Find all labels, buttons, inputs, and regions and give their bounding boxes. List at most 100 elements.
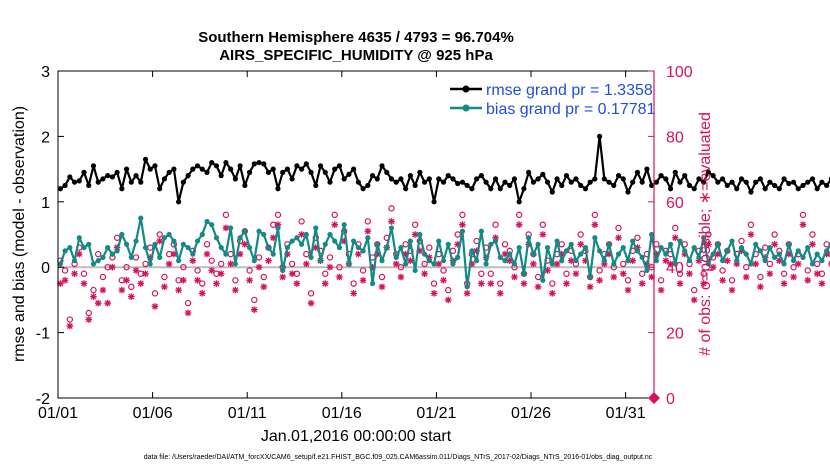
- obs-possible-point: [515, 211, 523, 219]
- bias-point: [379, 258, 385, 264]
- x-tick-label: 01/21: [416, 405, 456, 422]
- y2-tick-label: 40: [666, 260, 684, 277]
- rmse-point: [365, 182, 371, 189]
- bias-point: [459, 228, 466, 234]
- bias-point: [417, 231, 423, 238]
- bias-point: [658, 244, 664, 251]
- chart-title: Southern Hemisphere 4635 / 4793 = 96.704…: [198, 29, 514, 46]
- obs-possible-point: [123, 264, 130, 271]
- obs-possible-point: [95, 250, 102, 258]
- bias-point: [256, 228, 262, 234]
- obs-evaluated-point: [355, 250, 362, 258]
- bias-point: [682, 248, 688, 254]
- bias-point: [606, 241, 612, 247]
- bias-point: [176, 258, 182, 264]
- bias-point: [346, 261, 352, 267]
- rmse-point: [455, 180, 461, 187]
- legend-box: [445, 76, 650, 118]
- obs-possible-point: [501, 241, 509, 248]
- rmse-point: [166, 169, 172, 175]
- obs-evaluated-point: [799, 221, 807, 228]
- bias-point: [511, 261, 518, 267]
- obs-possible-point: [676, 270, 684, 277]
- y-tick-label: 1: [41, 195, 50, 212]
- rmse-point: [573, 176, 579, 182]
- obs-possible-point: [246, 267, 253, 274]
- y-tick-label: 0: [41, 260, 50, 277]
- obs-possible-point: [719, 267, 726, 274]
- obs-possible-point: [326, 254, 334, 261]
- obs-possible-point: [454, 231, 461, 238]
- bias-point: [384, 244, 390, 251]
- bias-point: [223, 251, 229, 257]
- obs-evaluated-point: [444, 296, 452, 304]
- obs-evaluated-point: [473, 247, 480, 255]
- bias-point: [412, 267, 418, 274]
- obs-possible-point: [331, 211, 338, 219]
- rmse-point: [786, 180, 792, 187]
- bias-point: [369, 280, 376, 287]
- rmse-point: [355, 179, 361, 185]
- obs-possible-point: [199, 280, 206, 287]
- rmse-point: [57, 186, 63, 192]
- obs-evaluated-point: [572, 270, 580, 278]
- rmse-point: [814, 186, 820, 192]
- obs-possible-point: [728, 277, 736, 284]
- bias-point: [284, 244, 291, 251]
- obs-possible-point: [790, 264, 797, 271]
- obs-possible-point: [411, 221, 419, 228]
- chart-subtitle: AIRS_SPECIFIC_HUMIDITY @ 925 hPa: [219, 47, 493, 64]
- bias-point: [398, 244, 404, 251]
- obs-evaluated-point: [146, 254, 154, 261]
- bias-point: [440, 258, 447, 264]
- obs-evaluated-point: [350, 290, 357, 297]
- bias-point: [724, 248, 730, 254]
- rmse-point: [530, 179, 536, 185]
- obs-evaluated-point: [123, 276, 130, 284]
- obs-evaluated-point: [776, 257, 783, 264]
- rmse-point: [86, 182, 92, 189]
- bias-point: [280, 267, 286, 274]
- obs-evaluated-point: [544, 267, 551, 274]
- bias-point: [90, 261, 97, 267]
- rmse-point: [800, 182, 806, 189]
- rmse-point: [544, 179, 551, 185]
- obs-evaluated-point: [487, 280, 495, 287]
- x-tick-label: 01/01: [38, 405, 78, 422]
- bias-point: [407, 238, 413, 244]
- obs-evaluated-point: [695, 257, 703, 264]
- rmse-point: [185, 173, 191, 179]
- bias-point: [327, 231, 333, 238]
- rmse-point: [492, 176, 499, 182]
- obs-evaluated-point: [279, 273, 286, 281]
- rmse-point: [459, 179, 466, 185]
- obs-evaluated-point: [653, 250, 660, 258]
- rmse-point: [729, 179, 735, 185]
- bias-point: [824, 248, 830, 254]
- obs-evaluated-point: [591, 221, 599, 228]
- rmse-point: [265, 169, 272, 175]
- rmse-point: [152, 163, 158, 169]
- obs-evaluated-point: [217, 270, 225, 278]
- obs-evaluated-point: [757, 283, 764, 291]
- bias-point: [393, 254, 399, 260]
- obs-evaluated-point: [558, 250, 566, 258]
- obs-evaluated-point: [771, 241, 778, 248]
- obs-possible-point: [66, 316, 74, 323]
- bias-point: [696, 254, 702, 260]
- bias-point: [582, 244, 589, 251]
- rmse-point: [611, 182, 617, 189]
- rmse-point: [327, 179, 333, 185]
- bias-point: [303, 231, 309, 238]
- obs-evaluated-point: [265, 257, 272, 264]
- obs-evaluated-point: [742, 273, 750, 281]
- obs-evaluated-point: [378, 283, 386, 291]
- bias-point: [114, 248, 120, 254]
- data-file-footnote: data file: /Users/raeder/DAI/ATM_forcXX/…: [144, 454, 653, 461]
- bias-point: [100, 254, 106, 260]
- obs-evaluated-point: [648, 273, 655, 281]
- obs-evaluated-point: [407, 257, 414, 264]
- rmse-point: [809, 176, 816, 182]
- y-tick-label: 3: [41, 64, 50, 81]
- obs-evaluated-point: [520, 280, 528, 287]
